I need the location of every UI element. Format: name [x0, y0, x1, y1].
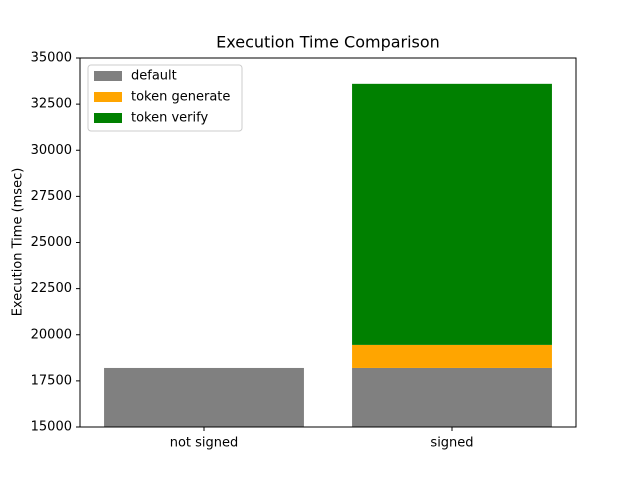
y-tick-label: 17500 [31, 373, 72, 388]
legend-swatch [94, 92, 122, 102]
y-axis-label: Execution Time (msec) [11, 168, 26, 317]
bar-segment [352, 344, 552, 368]
y-tick-label: 27500 [31, 189, 72, 204]
x-tick-label: not signed [170, 436, 239, 451]
legend-label: token generate [131, 90, 230, 105]
bar-segment [104, 367, 304, 427]
y-tick-label: 20000 [31, 327, 72, 342]
y-tick-label: 35000 [31, 51, 72, 66]
bar-segment [352, 367, 552, 427]
y-tick-label: 25000 [31, 235, 72, 250]
y-tick-label: 15000 [31, 420, 72, 435]
chart-title: Execution Time Comparison [216, 33, 440, 52]
legend-label: token verify [131, 111, 208, 126]
y-tick-label: 32500 [31, 97, 72, 112]
y-tick-label: 30000 [31, 143, 72, 158]
plot-area [104, 83, 552, 427]
legend-swatch [94, 71, 122, 81]
legend-swatch [94, 113, 122, 123]
y-tick-label: 22500 [31, 281, 72, 296]
x-tick-label: signed [430, 436, 473, 451]
legend-label: default [131, 69, 177, 84]
legend-box [87, 64, 243, 132]
bar-segment [352, 83, 552, 345]
